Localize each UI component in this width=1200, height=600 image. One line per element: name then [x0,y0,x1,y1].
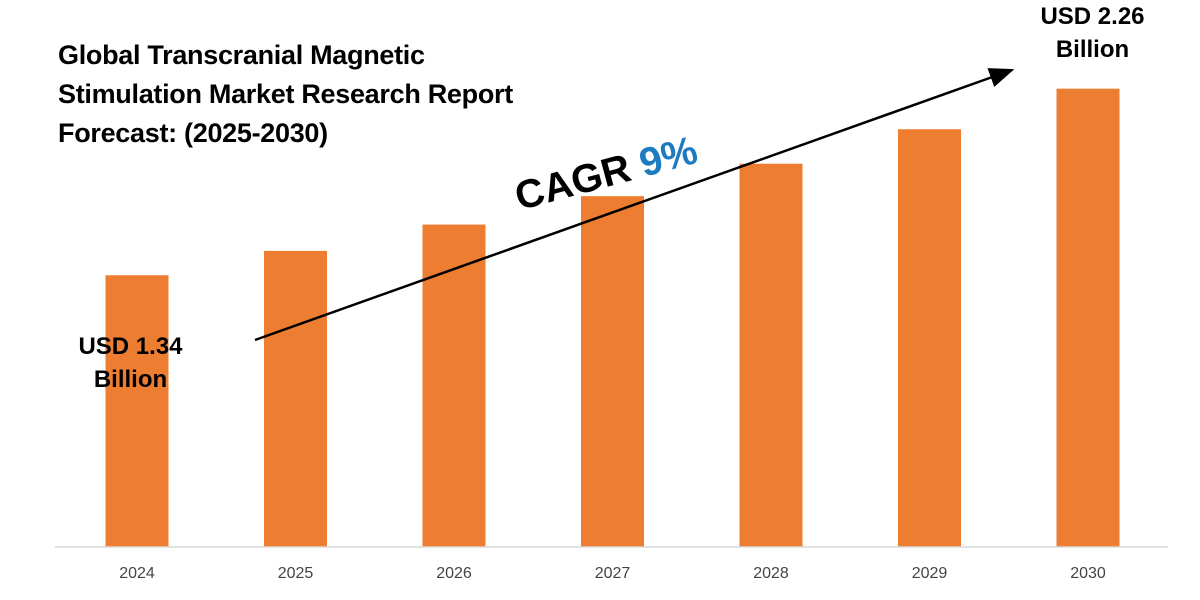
title-line-2: Stimulation Market Research Report [58,79,513,109]
bar-2027 [581,196,644,547]
bar-2024 [105,275,169,547]
start-value-line-2: Billion [93,366,168,393]
end-value-line-2: Billion [1055,36,1130,63]
bar-2026 [422,224,486,547]
x-tick-2028: 2028 [753,565,789,582]
x-tick-2027: 2027 [595,565,631,582]
title-line-3: Forecast: (2025-2030) [58,118,328,148]
chart-title: Global Transcranial Magnetic Stimulation… [58,36,578,153]
x-tick-labels: 2024 2025 2026 2027 2028 2029 2030 [119,565,1106,582]
title-line-1: Global Transcranial Magnetic [58,40,425,70]
bars-layer [105,88,1120,548]
bar-2029 [898,129,961,547]
x-tick-2026: 2026 [436,565,472,582]
end-value-callout: USD 2.26 Billion [1010,0,1175,66]
bar-2028 [739,163,803,547]
x-tick-2025: 2025 [278,565,314,582]
x-tick-2024: 2024 [119,565,155,582]
x-tick-2029: 2029 [912,565,948,582]
start-value-line-1: USD 1.34 [78,333,183,360]
start-value-callout: USD 1.34 Billion [58,330,203,396]
growth-arrow [254,68,1015,342]
end-value-line-1: USD 2.26 [1040,3,1145,30]
bar-2030 [1056,88,1120,547]
x-tick-2030: 2030 [1070,565,1106,582]
bar-2025 [264,250,327,548]
